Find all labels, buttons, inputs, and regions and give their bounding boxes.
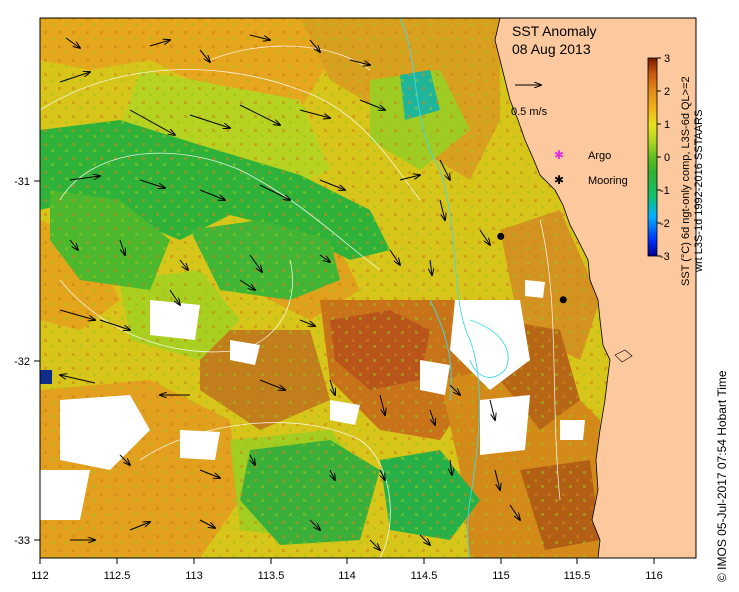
colorbar: 3 2 1 0 -1 -2 -3 SST (°C) 6d ngt-only co… [647,53,705,286]
x-tick-label: 115.5 [564,570,591,582]
y-tick-label: -33 [14,535,30,547]
x-tick-label: 114.5 [411,570,438,582]
colorbar-tick: 3 [664,53,670,65]
arrow-scale: 0.5 m/s [511,85,548,118]
x-tick-label: 116 [645,570,663,582]
colorbar-tick: -2 [660,218,670,230]
axis-ticks [34,180,655,564]
map-title: SST Anomaly [512,23,597,39]
colorbar-gradient [647,57,658,257]
mooring-point [559,296,567,304]
x-tick-label: 112 [31,570,49,582]
sst-field [40,18,696,558]
mooring-point [497,232,505,240]
mooring-markers [497,232,567,304]
map-frame [39,17,697,559]
colorbar-tick: 0 [664,152,670,164]
colorbar-tick: -3 [660,251,670,263]
colorbar-tick: -1 [660,185,670,197]
x-tick-label: 114 [338,570,356,582]
land-mass [494,18,696,558]
argo-legend-label: Argo [588,150,611,162]
argo-marker-icon: ✱ [554,148,564,162]
colorbar-label-line1: SST (°C) 6d ngt-only comp, L3S-6d QL>=2 [680,76,692,286]
x-tick-label: 115 [492,570,510,582]
colorbar-tick: 1 [664,119,670,131]
map-legend: ✱ Argo ✱ Mooring [554,148,628,187]
colorbar-tick: 2 [664,86,670,98]
map-date: 08 Aug 2013 [512,41,591,57]
x-tick-label: 112.5 [104,570,131,582]
arrow-scale-label: 0.5 m/s [511,106,548,118]
mooring-legend-label: Mooring [588,175,628,187]
mooring-marker-icon: ✱ [554,173,564,187]
x-tick-label: 113 [185,570,203,582]
x-tick-label: 113.5 [258,570,285,582]
y-tick-label: -32 [14,356,30,368]
colorbar-label-line2: wrt L3S-1d 1992-2016 SSTAARS [693,110,705,273]
y-tick-label: -31 [14,176,30,188]
credit-text: © IMOS 05-Jul-2017 07:54 Hobart Time [715,370,729,582]
